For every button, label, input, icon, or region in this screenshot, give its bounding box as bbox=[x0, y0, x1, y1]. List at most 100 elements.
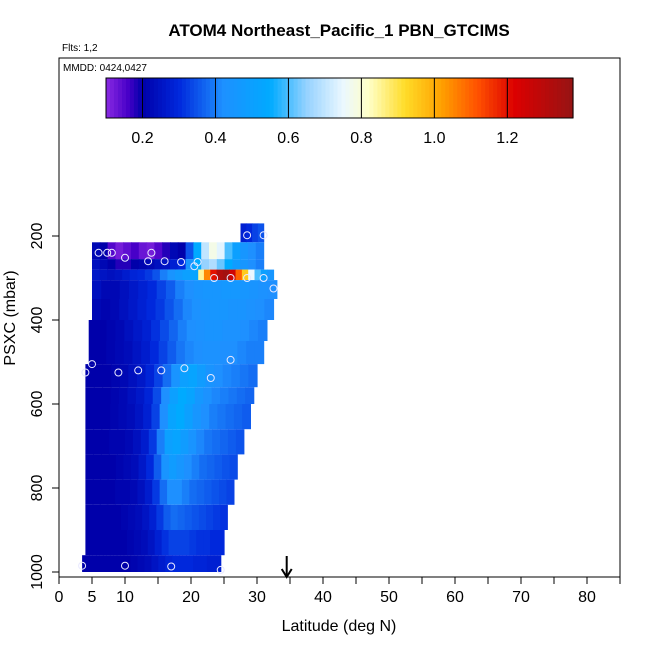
x-tick-label: 70 bbox=[512, 589, 530, 606]
heatmap-cell bbox=[216, 259, 226, 270]
colorbar-segment bbox=[445, 78, 450, 118]
heatmap-cell bbox=[180, 429, 189, 455]
heatmap-cell bbox=[189, 479, 198, 505]
heatmap-cell bbox=[85, 404, 95, 430]
colorbar-segment bbox=[249, 78, 255, 118]
colorbar-segment bbox=[137, 78, 143, 118]
heatmap-cell bbox=[132, 429, 142, 455]
heatmap-cell bbox=[97, 320, 108, 341]
heatmap-cell bbox=[211, 479, 220, 505]
colorbar-segment bbox=[157, 78, 163, 118]
heatmap-cell bbox=[117, 429, 126, 455]
heatmap-cell bbox=[99, 259, 109, 270]
heatmap-cell bbox=[142, 320, 152, 341]
heatmap-cell bbox=[188, 429, 197, 455]
heatmap-cell bbox=[267, 280, 278, 299]
data-point bbox=[107, 248, 116, 257]
heatmap-cell bbox=[177, 504, 186, 530]
x-axis-label: Latitude (deg N) bbox=[282, 618, 397, 635]
heatmap-cell bbox=[232, 259, 241, 270]
heatmap-cell bbox=[186, 320, 197, 341]
heatmap-cell bbox=[82, 555, 90, 572]
data-point bbox=[243, 231, 252, 240]
data-point bbox=[259, 274, 268, 282]
heatmap-cell bbox=[92, 280, 102, 299]
heatmap-cell bbox=[225, 404, 235, 430]
heatmap-cell bbox=[120, 530, 128, 556]
heatmap-cell bbox=[176, 404, 185, 430]
colorbar-segment bbox=[357, 78, 363, 118]
heatmap-cell bbox=[161, 387, 171, 404]
colorbar-segment bbox=[561, 78, 566, 118]
heatmap-cell bbox=[248, 269, 256, 281]
colorbar-segment bbox=[333, 78, 339, 118]
heatmap-cell bbox=[85, 479, 94, 505]
heatmap-cell bbox=[221, 280, 232, 299]
heatmap-cell bbox=[245, 387, 255, 404]
data-point bbox=[206, 374, 215, 382]
heatmap-cell bbox=[189, 530, 197, 556]
colorbar-segment bbox=[457, 78, 462, 118]
data-point bbox=[144, 257, 153, 266]
heatmap-cell bbox=[136, 364, 147, 388]
heatmap-cell bbox=[228, 341, 238, 365]
colorbar-segment bbox=[145, 78, 151, 118]
x-tick-label: 0 bbox=[55, 589, 64, 606]
colorbar-segment bbox=[537, 78, 542, 118]
colorbar-segment bbox=[141, 78, 147, 118]
heatmap-cell bbox=[214, 364, 224, 388]
y-axis: 200 400 600 800 1000 bbox=[29, 223, 59, 590]
heatmap-cell bbox=[102, 387, 112, 404]
heatmap-cell bbox=[123, 454, 132, 480]
heatmap-cell bbox=[213, 555, 222, 572]
colorbar-segment bbox=[269, 78, 275, 118]
colorbar-segment bbox=[401, 78, 406, 118]
heatmap-cell bbox=[126, 530, 135, 556]
y-tick-label: 600 bbox=[29, 391, 46, 418]
colorbar-segment bbox=[329, 78, 335, 118]
heatmap-cell bbox=[212, 429, 221, 455]
colorbar-segment bbox=[253, 78, 259, 118]
heatmap-cell bbox=[186, 555, 194, 572]
x-tick-label: 50 bbox=[380, 589, 398, 606]
heatmap-cell bbox=[92, 269, 101, 281]
marker-arrow-head bbox=[280, 568, 293, 579]
heatmap-cell bbox=[133, 320, 143, 341]
heatmap-cell bbox=[146, 299, 157, 320]
heatmap-cell bbox=[203, 530, 211, 556]
heatmap-cell bbox=[113, 530, 121, 556]
heatmap-cell bbox=[193, 341, 203, 365]
colorbar-segment bbox=[109, 78, 115, 118]
heatmap-cell bbox=[145, 364, 155, 388]
heatmap-cell bbox=[192, 404, 202, 430]
heatmap-cell bbox=[264, 299, 275, 320]
heatmap-cell bbox=[116, 555, 125, 572]
heatmap-cell bbox=[222, 454, 231, 480]
heatmap-cell bbox=[192, 555, 201, 572]
heatmap-cell bbox=[114, 341, 125, 365]
heatmap-cell bbox=[191, 299, 202, 320]
y-axis-label: PSXC (mbar) bbox=[2, 270, 19, 365]
heatmap-cell bbox=[226, 479, 235, 505]
heatmap-cell bbox=[212, 280, 222, 299]
heatmap-cell bbox=[147, 280, 158, 299]
heatmap-cell bbox=[159, 320, 170, 341]
heatmap-cell bbox=[102, 555, 111, 572]
colorbar-segment bbox=[481, 78, 486, 118]
colorbar-segment bbox=[133, 78, 139, 118]
heatmap-cell bbox=[173, 299, 184, 320]
heatmap-cell bbox=[202, 341, 212, 365]
heatmap-cell bbox=[89, 555, 97, 572]
heatmap-cell bbox=[146, 259, 155, 270]
heatmap-cell bbox=[92, 259, 101, 270]
heatmap-cell bbox=[267, 269, 275, 281]
heatmap-cell bbox=[162, 364, 172, 388]
colorbar-tick-label: 0.6 bbox=[277, 130, 299, 147]
heatmap-cell bbox=[254, 341, 265, 365]
heatmap-cell bbox=[115, 479, 124, 505]
heatmap-cell bbox=[114, 269, 123, 281]
colorbar-segment bbox=[209, 78, 215, 118]
heatmap-cell bbox=[85, 364, 95, 388]
colorbar-segment bbox=[173, 78, 179, 118]
colorbar: 0.2 0.4 0.6 0.8 1.0 1.2 bbox=[105, 77, 574, 147]
